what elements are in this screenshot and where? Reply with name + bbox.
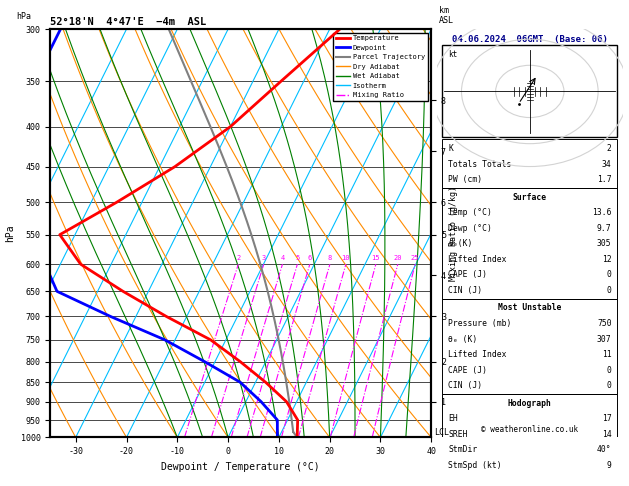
- Text: Totals Totals: Totals Totals: [448, 160, 511, 169]
- Text: 0: 0: [607, 365, 611, 375]
- Text: SREH: SREH: [448, 430, 467, 439]
- Bar: [442, 394, 617, 473]
- Text: 5: 5: [295, 255, 299, 261]
- Text: Most Unstable: Most Unstable: [498, 303, 562, 312]
- Text: Hodograph: Hodograph: [508, 399, 552, 408]
- Text: CIN (J): CIN (J): [448, 381, 482, 390]
- Text: θₑ(K): θₑ(K): [448, 240, 472, 248]
- Text: 25: 25: [411, 255, 420, 261]
- Bar: [442, 46, 617, 138]
- Text: 9.7: 9.7: [597, 224, 611, 233]
- Text: 14: 14: [602, 430, 611, 439]
- Bar: [442, 188, 617, 298]
- Text: 0: 0: [607, 381, 611, 390]
- Text: StmSpd (kt): StmSpd (kt): [448, 461, 502, 469]
- Text: kt: kt: [448, 50, 457, 59]
- Text: 34: 34: [602, 160, 611, 169]
- Text: Pressure (mb): Pressure (mb): [448, 319, 511, 328]
- Y-axis label: Mixing Ratio (g/kg): Mixing Ratio (g/kg): [448, 186, 458, 281]
- Text: 11: 11: [602, 350, 611, 359]
- Text: θₑ (K): θₑ (K): [448, 334, 477, 344]
- Text: Lifted Index: Lifted Index: [448, 255, 506, 264]
- Text: StmDir: StmDir: [448, 445, 477, 454]
- Bar: [442, 139, 617, 188]
- Text: 6: 6: [308, 255, 312, 261]
- Text: 4: 4: [281, 255, 284, 261]
- Text: hPa: hPa: [16, 12, 31, 21]
- Bar: [442, 298, 617, 394]
- Text: CIN (J): CIN (J): [448, 286, 482, 295]
- X-axis label: Dewpoint / Temperature (°C): Dewpoint / Temperature (°C): [162, 462, 320, 472]
- Text: 12: 12: [602, 255, 611, 264]
- Text: 305: 305: [597, 240, 611, 248]
- Text: 20: 20: [394, 255, 402, 261]
- Text: Dewp (°C): Dewp (°C): [448, 224, 492, 233]
- Text: 2: 2: [607, 144, 611, 153]
- Text: K: K: [448, 144, 453, 153]
- Text: Lifted Index: Lifted Index: [448, 350, 506, 359]
- Text: 3: 3: [262, 255, 266, 261]
- Text: CAPE (J): CAPE (J): [448, 270, 487, 279]
- Text: 0: 0: [607, 286, 611, 295]
- Text: 1.7: 1.7: [597, 175, 611, 184]
- Text: PW (cm): PW (cm): [448, 175, 482, 184]
- Text: km
ASL: km ASL: [439, 6, 454, 25]
- Text: 04.06.2024  06GMT  (Base: 06): 04.06.2024 06GMT (Base: 06): [452, 35, 608, 44]
- Legend: Temperature, Dewpoint, Parcel Trajectory, Dry Adiabat, Wet Adiabat, Isotherm, Mi: Temperature, Dewpoint, Parcel Trajectory…: [333, 33, 428, 101]
- Text: © weatheronline.co.uk: © weatheronline.co.uk: [481, 425, 579, 434]
- Text: 2: 2: [237, 255, 240, 261]
- Text: 8: 8: [328, 255, 332, 261]
- Text: 15: 15: [372, 255, 380, 261]
- Text: Temp (°C): Temp (°C): [448, 208, 492, 217]
- Text: 17: 17: [602, 414, 611, 423]
- Text: 750: 750: [597, 319, 611, 328]
- Text: 9: 9: [607, 461, 611, 469]
- Text: 10: 10: [342, 255, 350, 261]
- Text: 13.6: 13.6: [592, 208, 611, 217]
- Text: Surface: Surface: [513, 193, 547, 202]
- Text: CAPE (J): CAPE (J): [448, 365, 487, 375]
- Text: LCL: LCL: [434, 428, 448, 436]
- Text: 52°18'N  4°47'E  −4m  ASL: 52°18'N 4°47'E −4m ASL: [50, 17, 206, 27]
- Text: EH: EH: [448, 414, 458, 423]
- Text: 40°: 40°: [597, 445, 611, 454]
- Y-axis label: hPa: hPa: [5, 225, 15, 242]
- Text: 307: 307: [597, 334, 611, 344]
- Text: 0: 0: [607, 270, 611, 279]
